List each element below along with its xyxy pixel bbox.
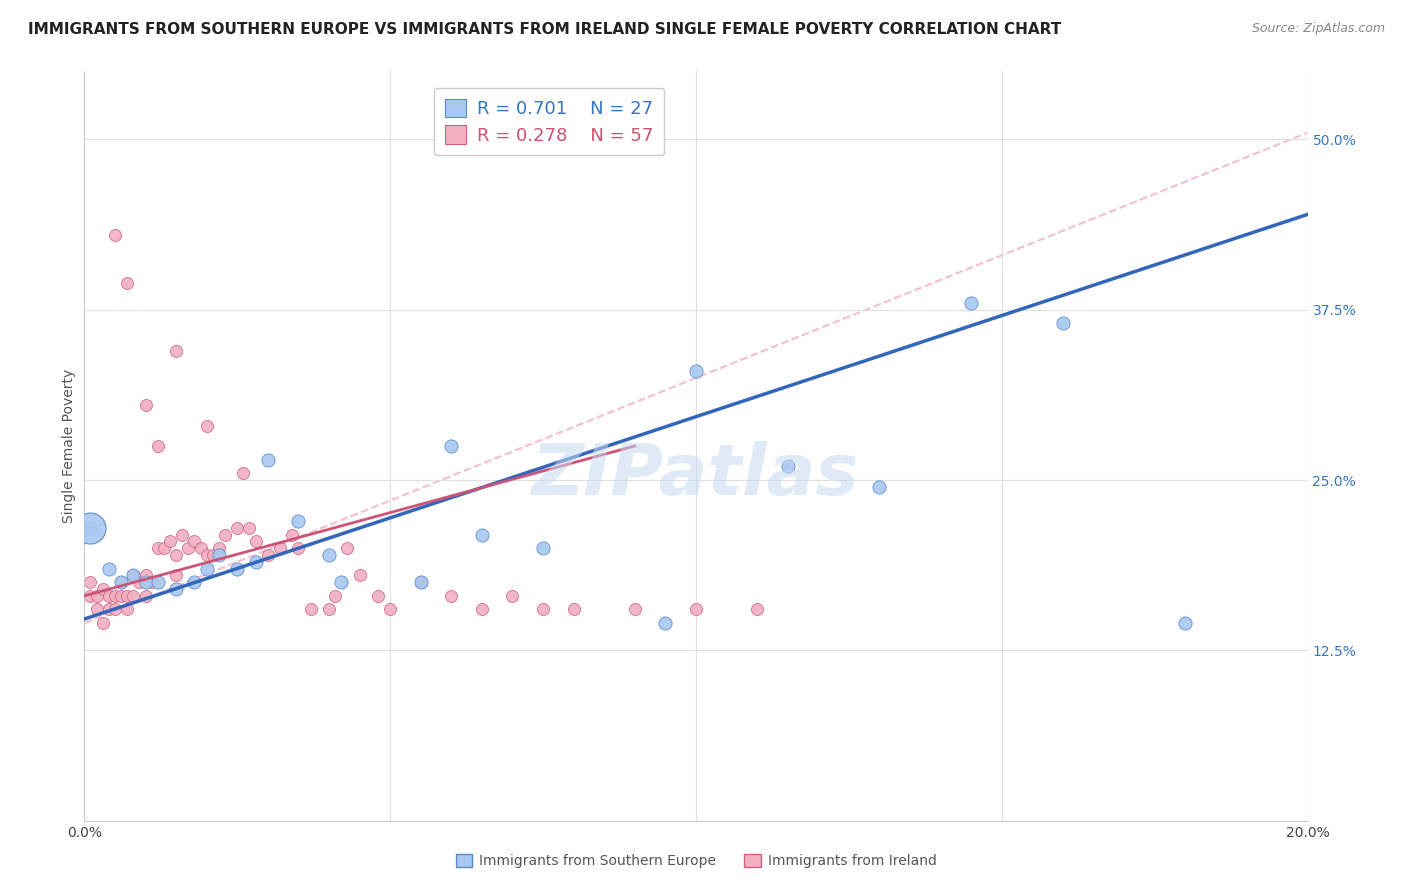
- Point: [110, 575, 132, 590]
- Point: [135, 568, 157, 582]
- Point: [440, 589, 463, 603]
- Point: [110, 575, 132, 590]
- Point: [79, 521, 101, 535]
- Point: [146, 541, 169, 556]
- Point: [257, 548, 280, 562]
- Point: [208, 541, 231, 556]
- Point: [146, 439, 169, 453]
- Point: [654, 616, 676, 631]
- Point: [685, 602, 707, 616]
- Text: ZIPatlas: ZIPatlas: [533, 442, 859, 510]
- Point: [165, 343, 187, 358]
- Point: [104, 589, 127, 603]
- Point: [349, 568, 371, 582]
- Point: [159, 534, 181, 549]
- Point: [165, 548, 187, 562]
- Point: [79, 575, 101, 590]
- Point: [299, 602, 322, 616]
- Point: [177, 541, 200, 556]
- Point: [91, 582, 114, 596]
- Point: [245, 555, 267, 569]
- Point: [86, 589, 108, 603]
- Text: Source: ZipAtlas.com: Source: ZipAtlas.com: [1251, 22, 1385, 36]
- Point: [869, 480, 891, 494]
- Point: [86, 602, 108, 616]
- Point: [146, 575, 169, 590]
- Point: [226, 561, 249, 575]
- Point: [232, 467, 254, 481]
- Point: [336, 541, 359, 556]
- Point: [190, 541, 212, 556]
- Point: [776, 459, 799, 474]
- Point: [153, 541, 176, 556]
- Point: [115, 589, 138, 603]
- Point: [122, 568, 145, 582]
- Point: [747, 602, 769, 616]
- Y-axis label: Single Female Poverty: Single Female Poverty: [62, 369, 76, 523]
- Point: [226, 521, 249, 535]
- Point: [281, 527, 304, 541]
- Point: [97, 602, 120, 616]
- Point: [531, 602, 554, 616]
- Point: [135, 398, 157, 412]
- Point: [287, 541, 309, 556]
- Point: [257, 452, 280, 467]
- Point: [367, 589, 389, 603]
- Point: [97, 589, 120, 603]
- Point: [214, 527, 236, 541]
- Point: [79, 521, 101, 535]
- Point: [624, 602, 647, 616]
- Point: [79, 589, 101, 603]
- Point: [269, 541, 291, 556]
- Point: [97, 561, 120, 575]
- Point: [135, 575, 157, 590]
- Point: [330, 575, 353, 590]
- Point: [440, 439, 463, 453]
- Point: [104, 227, 127, 242]
- Point: [110, 589, 132, 603]
- Point: [195, 418, 218, 433]
- Point: [195, 561, 218, 575]
- Point: [531, 541, 554, 556]
- Point: [183, 534, 205, 549]
- Point: [208, 548, 231, 562]
- Point: [128, 575, 150, 590]
- Point: [960, 296, 983, 310]
- Point: [471, 527, 494, 541]
- Point: [238, 521, 260, 535]
- Point: [122, 568, 145, 582]
- Text: IMMIGRANTS FROM SOUTHERN EUROPE VS IMMIGRANTS FROM IRELAND SINGLE FEMALE POVERTY: IMMIGRANTS FROM SOUTHERN EUROPE VS IMMIG…: [28, 22, 1062, 37]
- Point: [135, 589, 157, 603]
- Point: [91, 616, 114, 631]
- Point: [471, 602, 494, 616]
- Point: [323, 589, 346, 603]
- Point: [502, 589, 524, 603]
- Point: [318, 602, 340, 616]
- Point: [115, 276, 138, 290]
- Point: [562, 602, 585, 616]
- Point: [172, 527, 194, 541]
- Point: [685, 364, 707, 378]
- Point: [141, 575, 163, 590]
- Point: [165, 568, 187, 582]
- Point: [165, 582, 187, 596]
- Point: [195, 548, 218, 562]
- Point: [104, 602, 127, 616]
- Legend: Immigrants from Southern Europe, Immigrants from Ireland: Immigrants from Southern Europe, Immigra…: [450, 848, 942, 873]
- Point: [1174, 616, 1197, 631]
- Point: [380, 602, 402, 616]
- Point: [409, 575, 432, 590]
- Point: [287, 514, 309, 528]
- Point: [201, 548, 224, 562]
- Point: [409, 575, 432, 590]
- Point: [183, 575, 205, 590]
- Point: [1052, 317, 1074, 331]
- Point: [115, 602, 138, 616]
- Point: [245, 534, 267, 549]
- Point: [318, 548, 340, 562]
- Point: [122, 589, 145, 603]
